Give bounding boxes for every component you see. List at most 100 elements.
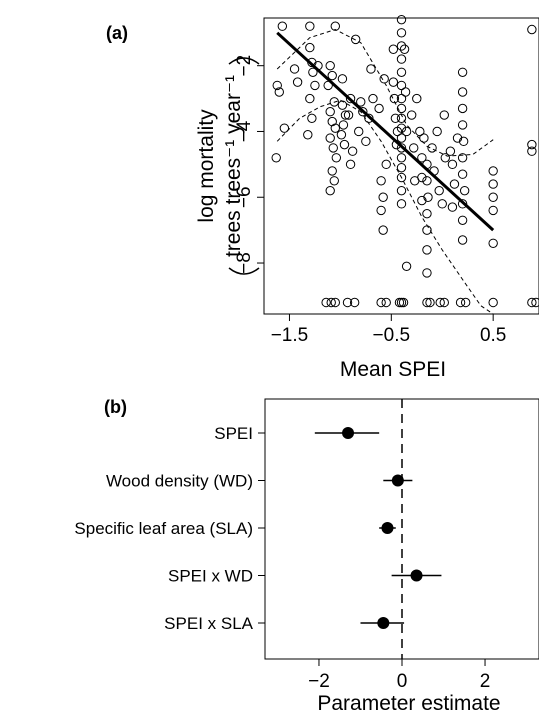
data-point [342,297,353,308]
data-point [531,297,539,308]
data-point [449,179,460,189]
data-point [381,159,391,170]
data-point [439,110,449,120]
data-point [422,245,432,255]
data-point [368,93,378,104]
data-point [419,133,429,143]
data-point [358,107,368,117]
data-point [396,153,407,163]
x-tick-label: 0 [397,671,408,692]
data-point [364,113,374,124]
data-point [396,199,407,209]
data-point [455,297,466,308]
data-point [328,143,338,153]
data-point [349,297,360,308]
data-point [400,87,411,97]
panel-a-x-axis: −1.5 −0.5 0.5 [271,314,506,346]
data-point [347,146,358,156]
data-point [337,74,348,84]
ylabel-paren-top [228,57,260,65]
data-point [527,139,537,150]
data-point [422,297,432,308]
x-tick-label: −2 [308,671,330,692]
data-point [331,153,342,163]
data-point [422,268,432,278]
data-point [305,21,315,31]
panel-b-tag: (b) [104,397,127,417]
estimate-point [381,522,394,534]
data-point [396,185,407,196]
data-point [401,261,412,272]
data-point [396,28,407,38]
data-point [396,133,407,143]
data-point [527,297,537,308]
data-point [435,297,445,308]
panel-a-ylabel-line2: trees trees⁻¹ year⁻¹ [222,75,245,257]
data-point [445,146,456,156]
data-point [356,97,366,107]
data-point [396,103,407,114]
data-point [292,77,303,87]
y-tick-label: −2 [234,55,255,77]
data-point [310,80,320,91]
data-point [337,100,348,110]
data-point [422,225,432,235]
y-tick-label: −4 [234,120,255,142]
data-point [305,42,315,53]
data-point [325,185,335,196]
data-point [399,44,410,54]
data-point [343,110,354,120]
data-point [336,130,347,140]
data-point [354,126,364,137]
data-point [425,297,435,308]
y-tick-label: −8 [234,252,255,274]
data-point [439,297,449,308]
data-point [415,126,425,137]
data-point [396,297,407,308]
data-point [396,54,407,64]
data-point [401,126,412,137]
data-point [452,133,463,143]
data-point [381,297,391,308]
data-point [326,297,336,308]
data-point [350,34,361,45]
data-point [488,205,498,216]
panel-a-frame [263,17,539,315]
data-point [327,116,337,127]
data-point [406,110,417,120]
data-point [396,93,407,104]
data-point [417,153,427,163]
data-point [307,113,317,124]
y-tick-label: −6 [234,186,255,208]
data-point [396,172,407,183]
data-point [277,21,288,31]
estimate-point [377,617,390,629]
data-point [345,159,356,170]
estimate-point [391,474,404,487]
data-point [423,192,433,202]
data-point [457,215,468,225]
panel-b-estimates [314,427,442,629]
data-point [366,64,376,74]
panel-b-x-axis: −2 0 2 [308,659,490,692]
data-point [390,113,401,124]
data-point [396,162,407,173]
data-point [378,225,388,235]
data-point [409,143,419,153]
panel-a-ylabel-line1: log mortality [195,109,218,223]
x-tick-label: 2 [480,671,491,692]
data-point [488,297,498,308]
panel-a-y-axis: −2 −4 −6 −8 [234,55,264,274]
data-point [388,77,399,87]
data-point [437,199,447,209]
data-point [457,235,468,245]
estimate-point [410,569,423,582]
data-point [412,93,422,104]
data-point [396,80,407,91]
data-point [457,169,468,179]
panel-b-categories: SPEI Wood density (WD) Specific leaf area … [74,424,265,633]
data-point [457,153,468,163]
data-point [271,153,281,163]
data-point [488,192,498,202]
data-point [457,67,468,77]
